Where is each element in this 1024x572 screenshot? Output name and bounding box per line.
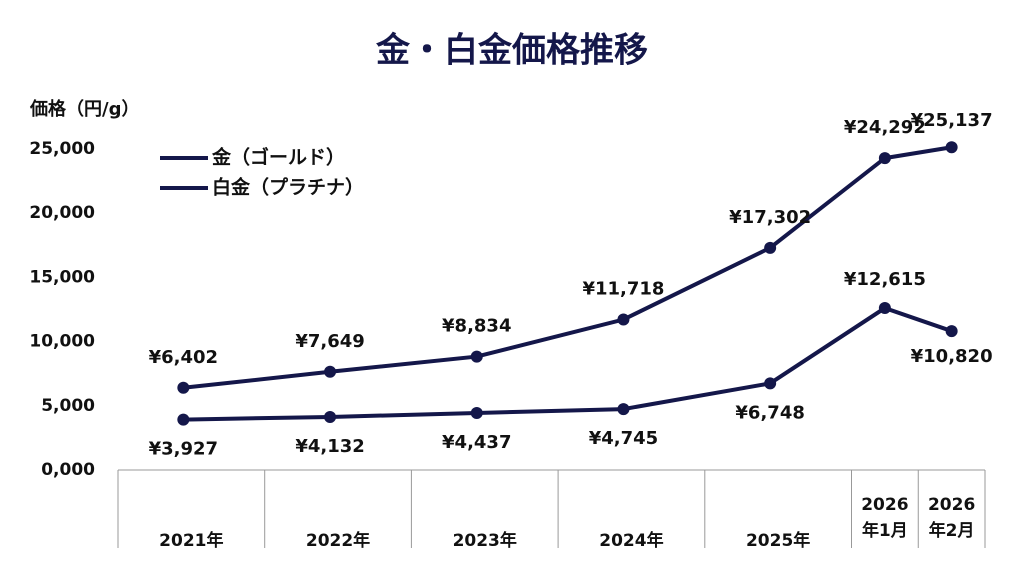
x-tick-label: 2024年 (599, 531, 664, 551)
data-point (324, 410, 337, 423)
y-tick-label: 10,000 (29, 332, 95, 352)
legend-label: 白金（プラチナ） (212, 176, 364, 199)
y-tick-label: 15,000 (29, 267, 95, 287)
data-point (470, 350, 483, 363)
x-tick-label: 2025年 (745, 531, 811, 551)
data-label: ¥4,437 (442, 432, 511, 453)
data-label: ¥25,137 (911, 110, 993, 131)
y-axis-label: 価格（円/g） (29, 98, 139, 120)
data-label: ¥11,718 (582, 279, 664, 300)
data-label: ¥4,132 (295, 436, 364, 457)
data-label: ¥3,927 (149, 439, 218, 460)
x-tick-label: 2026年1月 (861, 495, 909, 541)
data-point (945, 141, 958, 154)
data-point (617, 403, 630, 416)
y-tick-label: 0,000 (41, 460, 95, 480)
data-point (470, 407, 483, 420)
data-label: ¥12,615 (844, 269, 926, 290)
data-label: ¥8,834 (442, 316, 511, 337)
x-tick-label: 2026年2月 (927, 495, 976, 541)
data-label: ¥7,649 (295, 331, 364, 352)
chart-title: 金・白金価格推移 (375, 31, 648, 71)
data-point (617, 313, 630, 326)
x-tick-label: 2021年 (159, 531, 224, 551)
data-label: ¥10,820 (911, 346, 993, 367)
series-line (183, 305, 953, 422)
data-point (324, 365, 337, 378)
data-label: ¥24,292 (844, 117, 926, 138)
data-point (945, 325, 958, 338)
x-tick-label: 2022年 (305, 531, 371, 551)
data-point (764, 377, 777, 390)
data-label: ¥6,748 (735, 402, 804, 423)
data-point (177, 381, 190, 394)
y-tick-label: 20,000 (29, 203, 95, 223)
data-point (764, 241, 777, 254)
data-label: ¥4,745 (589, 428, 658, 449)
data-point (177, 413, 190, 426)
y-tick-label: 5,000 (41, 396, 95, 416)
data-point (878, 152, 891, 165)
data-label: ¥17,302 (729, 207, 811, 228)
data-label: ¥6,402 (149, 347, 218, 368)
data-point (878, 302, 891, 315)
x-tick-label: 2023年 (452, 531, 517, 551)
y-tick-label: 25,000 (29, 139, 95, 159)
legend-label: 金（ゴールド） (211, 146, 345, 169)
